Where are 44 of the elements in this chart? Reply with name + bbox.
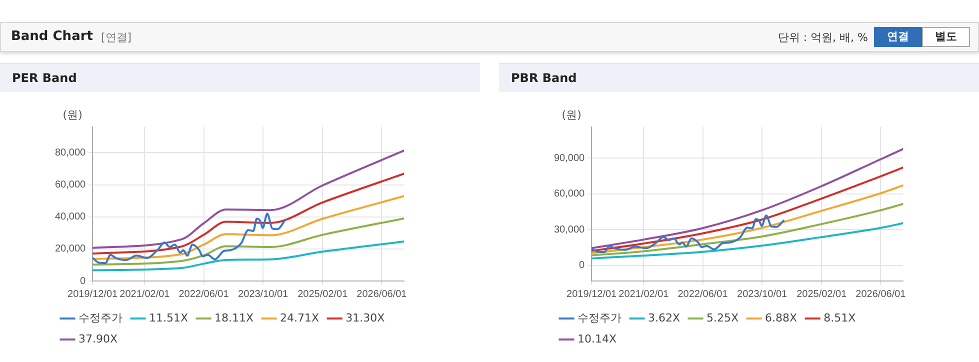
x-tick-label: 2021/02/01 [618,288,670,300]
legend-label: 31.30X [346,311,386,324]
text: Band Chart [11,29,93,44]
x-tick-label: 2022/06/01 [678,288,728,300]
legend-label: 3.62X [648,311,680,324]
text: 단위 : 억원, 배, % [778,30,868,45]
x-tick-label: 2022/06/01 [178,288,230,300]
legend-label: 8.51X [824,311,856,324]
chart-title: PER Band [0,63,480,92]
y-tick-label: 0 [80,276,86,287]
x-tick-label: 2023/10/01 [238,288,289,300]
chart-title: PBR Band [499,63,979,92]
y-tick-label: 0 [579,260,586,272]
x-tick-label: 2025/02/01 [298,288,348,300]
x-tick-label: 2025/02/01 [796,288,848,300]
legend-label: 10.14X [578,332,617,346]
text: 별도 [922,27,970,47]
legend-label: 수정주가 [578,311,622,324]
x-tick-label: 2019/12/01 [68,288,118,300]
legend-label: 37.90X [78,332,118,346]
legend-label: 5.25X [706,311,740,324]
x-tick-label: 2021/02/01 [120,288,170,300]
y-tick-label: 80,000 [54,147,86,158]
x-tick-label: 2023/10/01 [737,288,788,300]
x-tick-label: 2019/12/01 [566,288,618,300]
y-tick-label: 20,000 [54,244,86,255]
y-tick-label: 30,000 [554,224,586,236]
y-tick-label: 90,000 [554,152,586,164]
legend-label: 11.51X [149,311,188,324]
line-series [92,212,286,264]
x-tick-label: 2026/06/01 [356,288,408,300]
y-axis-title: (원) [62,108,82,122]
text: 연결 [874,27,922,47]
legend-label: 수정주가 [78,311,122,324]
line-series [592,214,785,254]
y-axis-title: (원) [562,108,582,122]
x-tick-label: 2026/06/01 [856,288,906,300]
y-tick-label: 60,000 [554,188,586,200]
y-tick-label: 40,000 [54,212,86,223]
legend-label: 24.71X [280,311,320,324]
text: [연결] [101,30,132,45]
legend-label: 6.88X [765,311,798,324]
y-tick-label: 60,000 [54,180,86,190]
legend-label: 18.11X [214,311,254,324]
